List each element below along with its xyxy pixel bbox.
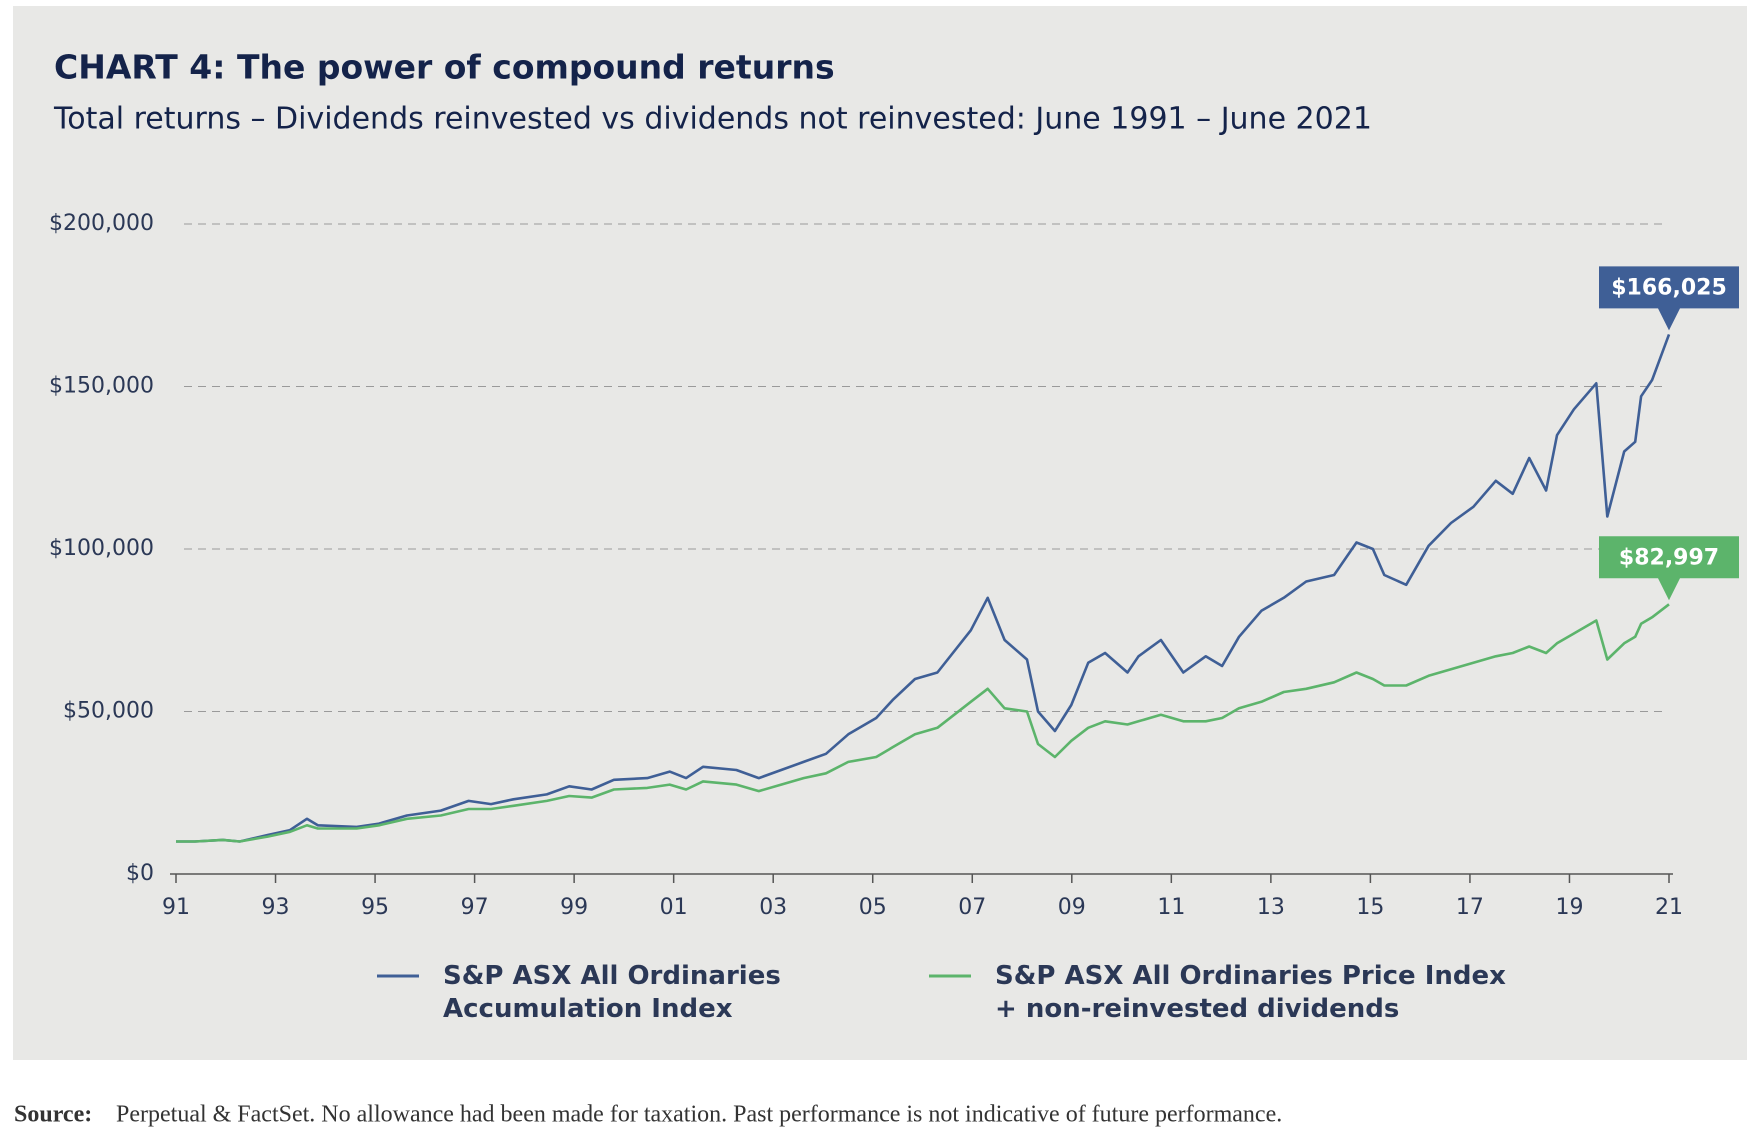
series-line (176, 333, 1671, 843)
y-tick-label: $0 (126, 861, 154, 886)
callout-box (1599, 266, 1739, 331)
y-tick-label: $200,000 (49, 211, 154, 236)
x-tick-label: 97 (461, 895, 489, 920)
x-tick-label: 95 (361, 895, 389, 920)
x-tick-label: 05 (859, 895, 887, 920)
legend-line: Accumulation Index (443, 994, 733, 1024)
legend-label: S&P ASX All Ordinaries Accumulation Index (443, 961, 781, 1024)
x-tick-label: 03 (759, 895, 787, 920)
x-tick-label: 99 (560, 895, 588, 920)
series-line (176, 603, 1670, 843)
legend-label: S&P ASX All Ordinaries Price Index + non-… (995, 961, 1506, 1024)
y-tick-label: $150,000 (49, 374, 154, 399)
legend-line: S&P ASX All Ordinaries (443, 961, 781, 991)
x-tick-label: 01 (660, 895, 688, 920)
x-tick-label: 21 (1655, 895, 1683, 920)
chart-panel (13, 6, 1747, 1060)
source-label: Source: (14, 1102, 92, 1128)
callout-label: $166,025 (1611, 275, 1727, 300)
x-tick-label: 13 (1257, 895, 1285, 920)
x-tick-label: 07 (958, 895, 986, 920)
x-tick-label: 19 (1555, 895, 1583, 920)
legend-line: S&P ASX All Ordinaries Price Index (995, 961, 1506, 991)
x-tick-label: 09 (1058, 895, 1086, 920)
x-tick-label: 17 (1456, 895, 1484, 920)
legend-line: + non-reinvested dividends (995, 994, 1399, 1024)
chart-subtitle: Total returns – Dividends reinvested vs … (53, 102, 1372, 137)
chart-title: CHART 4: The power of compound returns (54, 48, 835, 87)
x-tick-label: 93 (262, 895, 290, 920)
callout-label: $82,997 (1619, 545, 1719, 570)
x-tick-label: 91 (162, 895, 190, 920)
y-tick-label: $100,000 (49, 536, 154, 561)
source-text: Perpetual & FactSet. No allowance had be… (116, 1102, 1282, 1128)
x-tick-label: 11 (1157, 895, 1185, 920)
callout-box (1599, 536, 1739, 601)
x-tick-label: 15 (1356, 895, 1384, 920)
y-tick-label: $50,000 (63, 699, 154, 724)
